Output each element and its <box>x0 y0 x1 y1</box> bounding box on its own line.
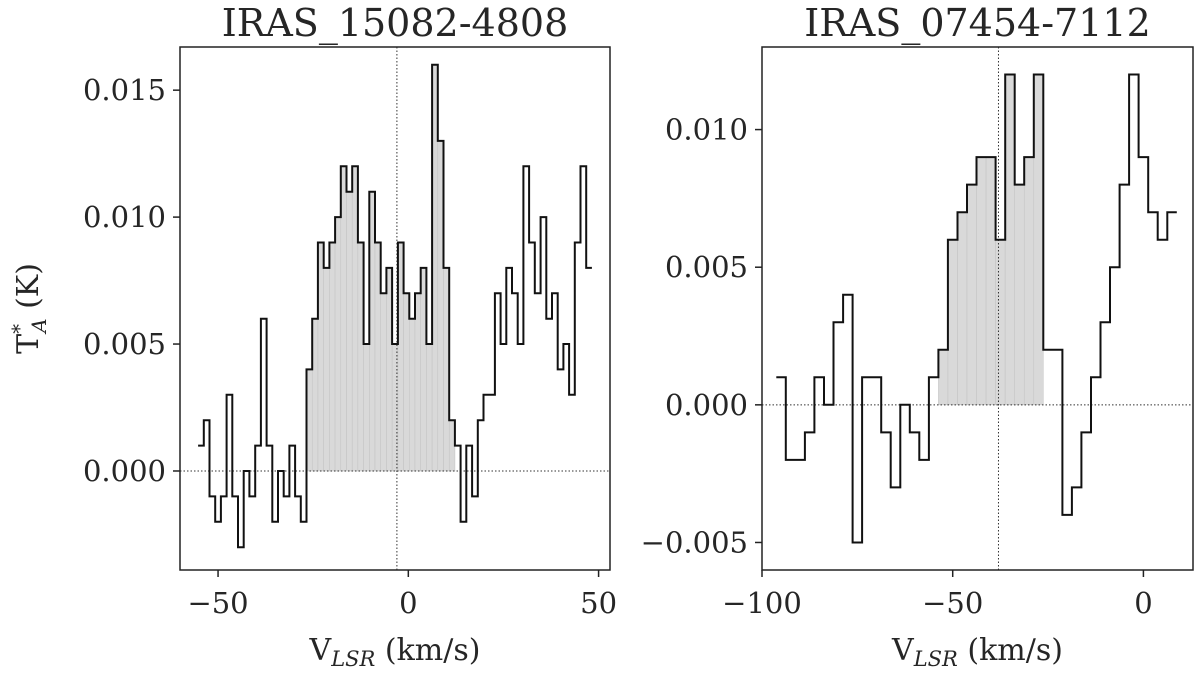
axes-frame <box>179 46 611 571</box>
y-tick-label: −0.005 <box>641 525 748 559</box>
x-tick-label: 0 <box>399 586 417 620</box>
shaded-bar <box>426 343 433 472</box>
shaded-bar <box>1033 74 1044 406</box>
y-tick-label: 0.000 <box>665 388 748 422</box>
y-tick-label: 0.005 <box>83 327 166 361</box>
chart-title: IRAS_07454-7112 <box>804 1 1151 46</box>
y-tick-label: 0.000 <box>83 454 166 488</box>
shaded-bar <box>957 211 968 406</box>
chart-panel-1: −50 0 50 0.000 0.005 0.010 0.015 IRAS_15082-480… <box>7 1 617 671</box>
y-tick-label: 0.015 <box>83 73 166 107</box>
shaded-bar <box>334 216 342 472</box>
shaded-bar <box>966 184 977 406</box>
spectrum-step-line <box>776 73 1177 544</box>
shaded-bar <box>1023 156 1035 406</box>
x-axis-label: VLSR (km/s) <box>309 633 481 670</box>
y-tick-label: 0.010 <box>83 200 166 234</box>
chart-title: IRAS_15082-4808 <box>222 1 569 46</box>
shaded-bar <box>976 156 987 406</box>
shaded-bar <box>409 318 416 472</box>
shaded-bar <box>323 267 330 472</box>
x-axis-label: VLSR (km/s) <box>891 633 1063 670</box>
x-tick-label: 50 <box>580 586 617 620</box>
y-axis-label: T*A (K) <box>7 263 51 354</box>
chart-panel-2: −100 −50 0 −0.005 0.000 0.005 0.010 IRAS_07454-… <box>641 1 1194 671</box>
x-tick-label: −100 <box>722 586 802 620</box>
x-tick-label: −50 <box>187 586 248 620</box>
x-tick-label: −50 <box>922 586 983 620</box>
axes-frame <box>761 46 1194 571</box>
shaded-bar <box>414 293 421 472</box>
y-tick-label: 0.010 <box>665 113 748 147</box>
spectrum-step-line <box>198 63 592 549</box>
shaded-bar <box>329 242 336 472</box>
shaded-bar <box>380 293 387 472</box>
shaded-bar <box>985 156 996 406</box>
shaded-bar <box>1014 184 1025 406</box>
shaded-bar <box>947 239 958 406</box>
shaded-bar <box>346 191 353 472</box>
y-tick-label: 0.005 <box>665 250 748 284</box>
shaded-bar <box>938 349 949 406</box>
shaded-bar <box>363 343 370 472</box>
shaded-bar <box>1004 74 1015 406</box>
shaded-bar <box>403 293 410 472</box>
shaded-bar <box>995 239 1006 406</box>
x-tick-label: 0 <box>1134 586 1152 620</box>
